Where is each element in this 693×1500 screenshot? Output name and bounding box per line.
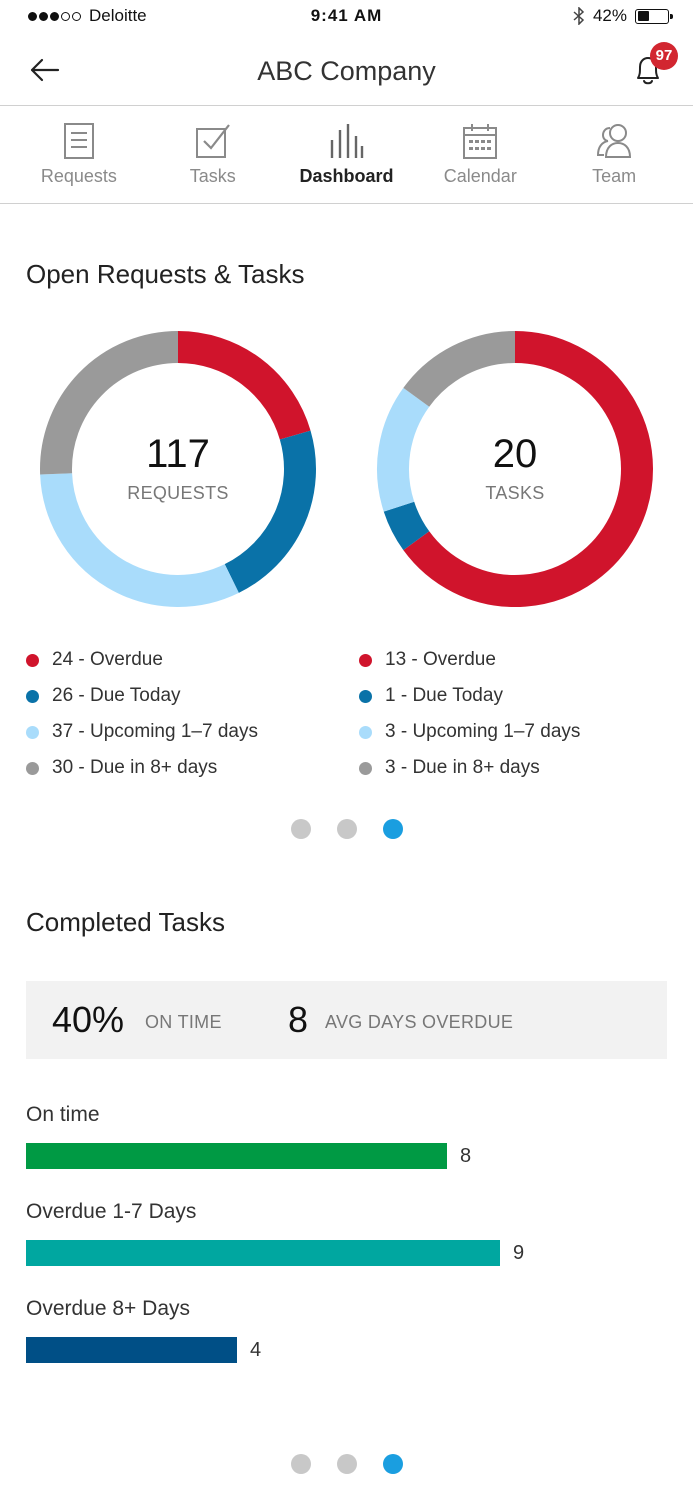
bar-on-time [26,1143,447,1169]
tasks-legend: 13 - Overdue 1 - Due Today 3 - Upcoming … [359,642,580,786]
tasks-donut-segment-due-later [403,331,516,408]
completed-section-pager [0,1454,693,1474]
pager-dot-3[interactable] [382,819,403,839]
pager-dot-3[interactable] [382,1454,403,1474]
tasks-total: 20 [492,432,538,476]
bar-value-overdue-1-7: 9 [513,1242,525,1264]
tasks-donut-segment-upcoming [377,387,430,512]
notifications-button[interactable] [628,50,668,90]
bluetooth-icon [573,7,585,25]
notification-badge: 97 [650,42,678,70]
pager-dot-2[interactable] [336,1454,357,1474]
tab-team[interactable]: Team [547,106,681,203]
legend-dot-upcoming [359,725,372,739]
open-section-title: Open Requests & Tasks [26,259,305,289]
avg-days-label: AVG DAYS OVERDUE [325,1012,514,1032]
completed-summary: 40% ON TIME 8 AVG DAYS OVERDUE [26,981,667,1059]
bar-overdue-8-plus [26,1337,237,1363]
bar-overdue-1-7 [26,1240,500,1266]
tab-dashboard-label: Dashboard [299,166,394,186]
status-left: Deloitte [28,6,147,26]
bar-label-overdue-8-plus: Overdue 8+ Days [26,1297,191,1320]
open-section-pager [0,819,693,839]
bar-label-on-time: On time [26,1103,100,1126]
legend-item: 3 - Upcoming 1–7 days [359,714,580,750]
legend-dot-due-later [359,761,372,775]
tab-bar: Requests Tasks Dashboard Calend [0,106,693,204]
signal-icon [28,11,81,21]
battery-percent: 42% [592,6,627,25]
nav-bar: ABC Company 97 [0,34,693,106]
dashboard-icon [331,124,364,158]
legend-item: 13 - Overdue [359,642,580,678]
tab-requests[interactable]: Requests [12,106,146,203]
requests-donut-segment-overdue [177,331,311,440]
pager-dot-1[interactable] [290,1454,311,1474]
requests-total: 117 [146,432,210,476]
legend-dot-overdue [26,653,39,667]
requests-donut-center: 117 REQUESTS [37,432,319,504]
status-bar: Deloitte 9:41 AM 42% [0,0,693,34]
bar-value-on-time: 8 [460,1145,472,1167]
tab-tasks-label: Tasks [189,166,236,186]
battery-icon [635,8,673,24]
team-icon [597,124,632,158]
legend-text: 13 - Overdue [385,649,496,670]
back-arrow-icon [30,58,60,82]
carrier-name: Deloitte [89,6,147,25]
tab-tasks[interactable]: Tasks [146,106,280,203]
bar-label-overdue-1-7: Overdue 1-7 Days [26,1200,197,1223]
legend-text: 37 - Upcoming 1–7 days [52,721,258,742]
calendar-icon [463,124,498,159]
requests-legend: 24 - Overdue 26 - Due Today 37 - Upcomin… [26,642,258,786]
legend-item: 24 - Overdue [26,642,258,678]
legend-dot-upcoming [26,725,39,739]
tasks-donut-center: 20 TASKS [374,432,656,504]
legend-dot-due-today [26,689,39,703]
pager-dot-1[interactable] [290,819,311,839]
tab-calendar[interactable]: Calendar [413,106,547,203]
requests-donut-segment-upcoming [40,472,239,607]
status-right: 42% [573,6,673,26]
tasks-donut-segment-due-today [383,501,430,551]
tasks-total-label: TASKS [485,483,545,503]
legend-text: 24 - Overdue [52,649,163,670]
legend-item: 37 - Upcoming 1–7 days [26,714,258,750]
tasks-icon [195,124,230,158]
avg-days-value: 8 [288,999,309,1040]
tasks-donut-chart [377,331,653,607]
tab-team-label: Team [592,166,637,186]
legend-dot-due-later [26,761,39,775]
legend-item: 26 - Due Today [26,678,258,714]
bell-icon [637,57,659,85]
legend-dot-due-today [359,689,372,703]
legend-item: 30 - Due in 8+ days [26,750,258,786]
legend-text: 3 - Due in 8+ days [385,757,540,778]
legend-text: 3 - Upcoming 1–7 days [385,721,581,742]
back-button[interactable] [28,54,62,86]
legend-text: 30 - Due in 8+ days [52,757,218,778]
requests-donut-chart [40,331,316,607]
status-time: 9:41 AM [310,6,383,25]
pager-dot-2[interactable] [336,819,357,839]
tab-calendar-label: Calendar [443,166,517,186]
requests-donut-segment-due-later [40,331,179,475]
tasks-donut-segment-overdue [403,331,653,607]
legend-dot-overdue [359,653,372,667]
legend-item: 3 - Due in 8+ days [359,750,580,786]
requests-total-label: REQUESTS [127,483,229,503]
bar-value-overdue-8-plus: 4 [250,1339,262,1361]
on-time-percent: 40% [52,999,125,1040]
page-title: ABC Company [257,56,436,86]
legend-text: 1 - Due Today [385,685,503,706]
legend-text: 26 - Due Today [52,685,181,706]
tab-dashboard[interactable]: Dashboard [280,106,414,203]
on-time-label: ON TIME [145,1012,222,1032]
legend-item: 1 - Due Today [359,678,580,714]
tab-requests-label: Requests [40,166,117,186]
requests-icon [63,123,94,159]
completed-section-title: Completed Tasks [26,907,225,937]
requests-donut-segment-due-today [224,430,316,593]
